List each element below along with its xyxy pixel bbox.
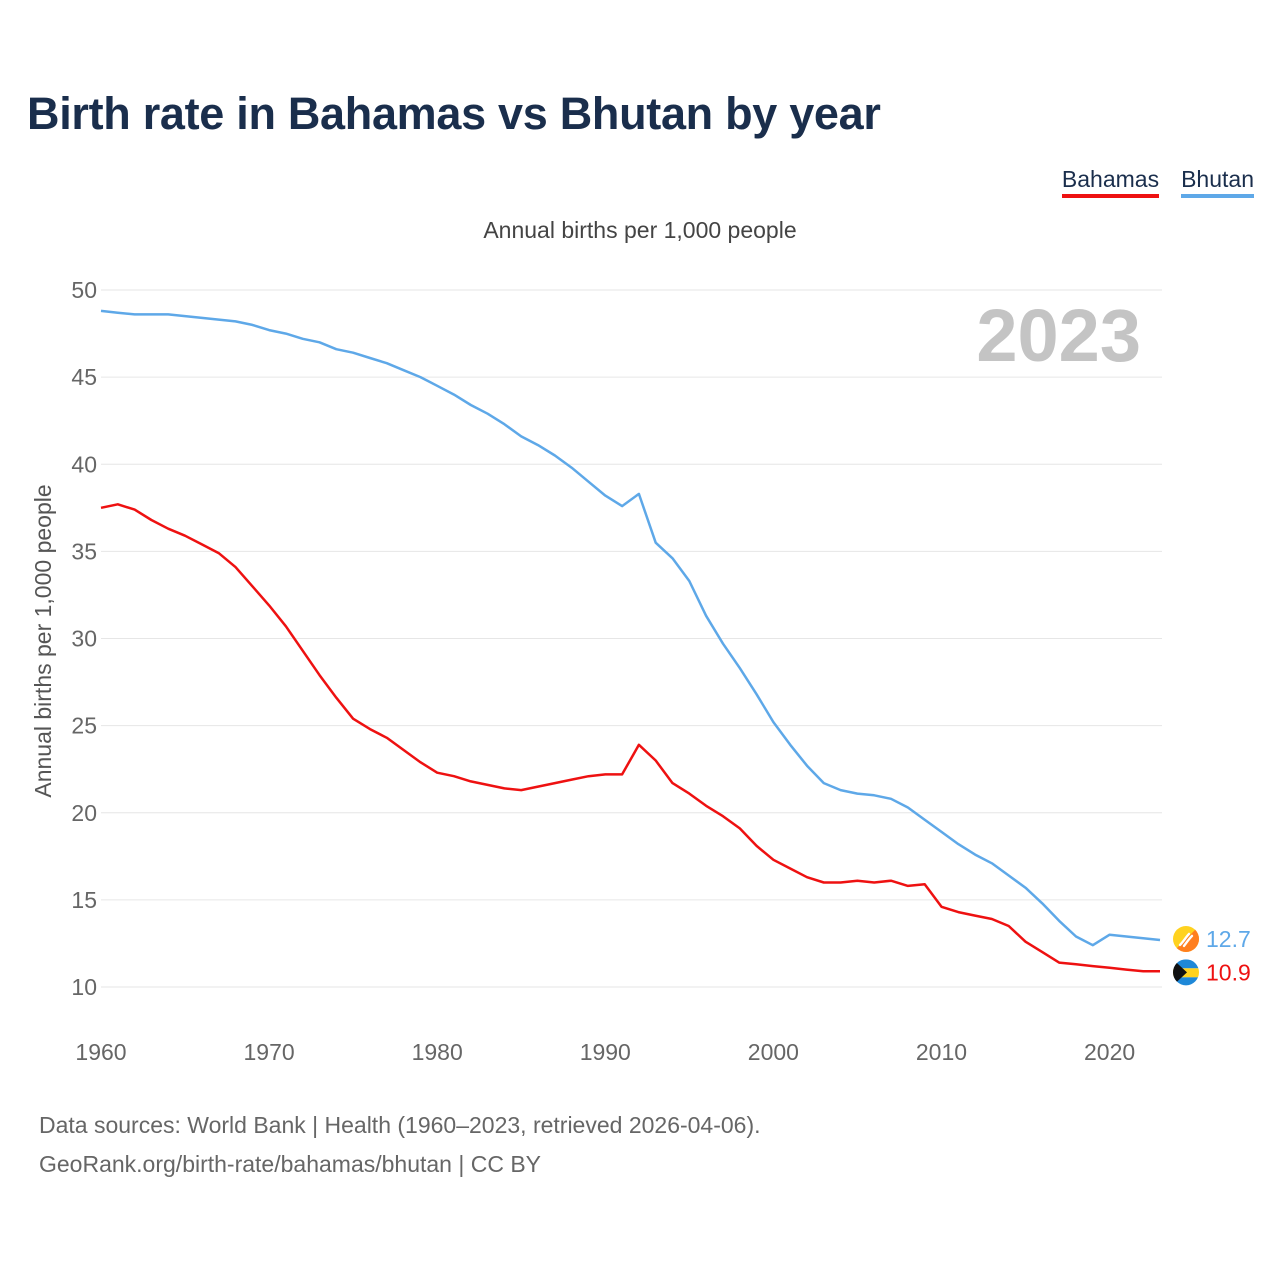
y-tick-label: 25 bbox=[71, 713, 97, 739]
footer: Data sources: World Bank | Health (1960–… bbox=[39, 1106, 761, 1184]
chart-title: Birth rate in Bahamas vs Bhutan by year bbox=[27, 88, 881, 139]
series-lines bbox=[100, 309, 1161, 973]
x-tick-label: 1970 bbox=[244, 1039, 295, 1065]
series-line-bahamas bbox=[100, 503, 1160, 973]
x-tick-label: 1960 bbox=[75, 1039, 126, 1065]
legend-item-bhutan[interactable]: Bhutan bbox=[1181, 166, 1254, 198]
x-tick-label: 2020 bbox=[1084, 1039, 1135, 1065]
y-tick-label: 35 bbox=[71, 538, 97, 564]
y-tick-label: 45 bbox=[71, 364, 97, 390]
y-axis-label: Annual births per 1,000 people bbox=[30, 484, 56, 797]
x-tick-label: 2010 bbox=[916, 1039, 967, 1065]
bahamas-end-value: 10.9 bbox=[1206, 959, 1251, 985]
y-axis-ticks: 10 15 20 25 30 35 40 45 50 bbox=[71, 277, 97, 1000]
y-tick-label: 15 bbox=[71, 887, 97, 913]
y-tick-label: 50 bbox=[71, 277, 97, 303]
y-tick-label: 10 bbox=[71, 974, 97, 1000]
legend: Bahamas Bhutan bbox=[1061, 166, 1254, 198]
grid-lines bbox=[101, 289, 1162, 988]
legend-item-bahamas[interactable]: Bahamas bbox=[1061, 166, 1160, 198]
chart-subtitle: Annual births per 1,000 people bbox=[483, 217, 797, 243]
series-line-bhutan bbox=[100, 309, 1161, 947]
footer-link[interactable]: GeoRank.org/birth-rate/bahamas/bhutan | … bbox=[39, 1151, 542, 1177]
x-tick-label: 1980 bbox=[412, 1039, 463, 1065]
bhutan-flag-icon bbox=[1173, 925, 1199, 952]
bahamas-flag-icon bbox=[1173, 959, 1199, 986]
y-tick-label: 20 bbox=[71, 800, 97, 826]
x-axis-ticks: 1960 1970 1980 1990 2000 2010 2020 bbox=[75, 1039, 1135, 1065]
y-tick-label: 30 bbox=[71, 626, 97, 652]
x-tick-label: 2000 bbox=[748, 1039, 799, 1065]
footer-sources: Data sources: World Bank | Health (1960–… bbox=[39, 1112, 761, 1138]
y-tick-label: 40 bbox=[71, 451, 97, 477]
bhutan-end-value: 12.7 bbox=[1206, 926, 1251, 952]
x-tick-label: 1990 bbox=[580, 1039, 631, 1065]
year-watermark: 2023 bbox=[976, 294, 1141, 377]
